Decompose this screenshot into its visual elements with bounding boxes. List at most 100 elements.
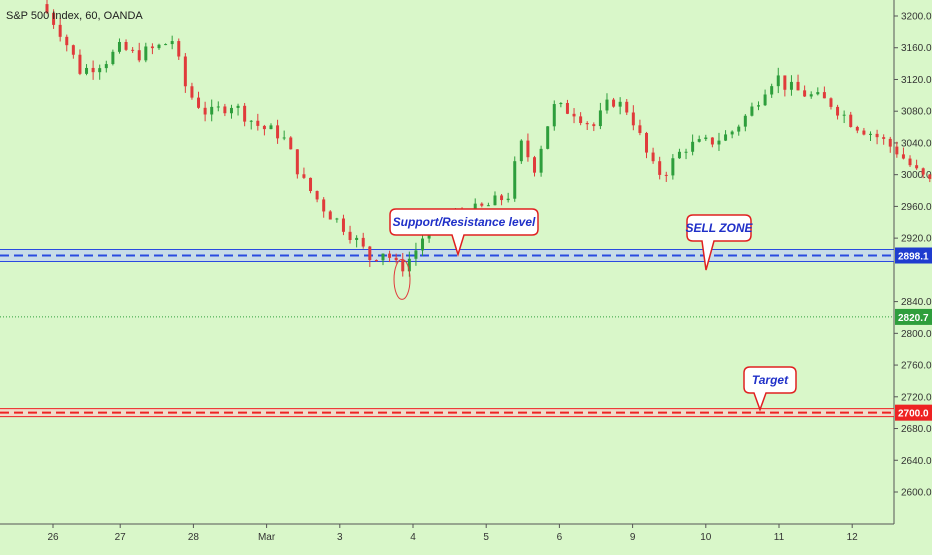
candle — [921, 168, 925, 175]
x-tick-label: 6 — [557, 532, 563, 543]
candle — [276, 125, 280, 139]
y-tick-label: 2920.0 — [901, 234, 932, 245]
y-tick-label: 3200.0 — [901, 12, 932, 23]
candle — [78, 54, 82, 74]
y-tick-label: 2800.0 — [901, 329, 932, 340]
candle — [289, 137, 293, 150]
candle — [157, 44, 161, 49]
candle — [203, 107, 207, 115]
candle — [684, 151, 688, 153]
candle — [348, 231, 352, 240]
candle — [796, 81, 800, 91]
candle — [295, 149, 299, 175]
y-tick-label: 2600.0 — [901, 488, 932, 499]
price-tag-support-bg — [895, 247, 932, 264]
y-tick-label: 3120.0 — [901, 75, 932, 86]
y-tick-label: 2960.0 — [901, 202, 932, 213]
candle — [137, 50, 141, 61]
candle — [546, 126, 550, 149]
target-band — [0, 408, 894, 417]
x-tick-label: 12 — [847, 532, 859, 543]
candle — [901, 154, 905, 159]
candle — [697, 139, 701, 142]
candle — [862, 130, 866, 135]
callout-sr-text: Support/Resistance level — [393, 215, 536, 229]
candle — [645, 132, 649, 153]
callout-target — [743, 366, 797, 412]
candle — [91, 67, 95, 73]
callout-sr — [389, 208, 539, 258]
candle — [414, 250, 418, 259]
callout-target-text: Target — [752, 373, 789, 387]
candle — [638, 125, 642, 133]
candle — [710, 137, 714, 145]
candle — [677, 151, 681, 159]
candle — [585, 123, 589, 125]
candle — [671, 158, 675, 176]
y-tick-label: 3160.0 — [901, 43, 932, 54]
candle — [302, 174, 306, 178]
candle — [842, 114, 846, 116]
candle — [480, 203, 484, 206]
candle — [401, 260, 405, 272]
candle — [170, 41, 174, 45]
candle — [71, 45, 75, 55]
candle — [539, 148, 543, 173]
candle — [783, 75, 787, 90]
price-tag-last: 2820.7 — [898, 313, 929, 324]
candle — [704, 137, 708, 140]
candle — [506, 198, 510, 201]
candle — [117, 41, 121, 52]
candle — [85, 67, 89, 74]
candle — [565, 102, 569, 114]
candle — [500, 195, 504, 201]
low-circle-marker — [393, 258, 411, 300]
candle — [58, 24, 62, 37]
candle — [98, 68, 102, 73]
candle — [104, 64, 108, 69]
candle — [269, 125, 273, 130]
x-tick-label: 11 — [774, 532, 785, 543]
callout-sell — [686, 214, 752, 271]
candle — [737, 126, 741, 132]
x-tick-label: 10 — [700, 532, 712, 543]
candle — [513, 161, 517, 199]
x-tick-label: 3 — [337, 532, 343, 543]
candle — [895, 146, 899, 155]
candle — [243, 105, 247, 122]
candle — [724, 134, 728, 141]
y-tick-label: 2680.0 — [901, 424, 932, 435]
candle — [559, 102, 563, 105]
candle — [111, 51, 115, 65]
candle — [625, 101, 629, 113]
candle — [223, 106, 227, 114]
y-tick-label: 2760.0 — [901, 361, 932, 372]
price-tag-target: 2700.0 — [898, 409, 929, 420]
price-tag-target-bg — [895, 404, 932, 421]
candle — [216, 106, 220, 108]
candle — [803, 90, 807, 97]
candle — [131, 49, 135, 51]
candle — [915, 165, 919, 169]
candle — [757, 105, 761, 107]
candle — [52, 12, 56, 25]
candle — [776, 75, 780, 87]
candle — [888, 138, 892, 147]
candle — [750, 106, 754, 116]
callout-sell-text: SELL ZONE — [685, 221, 753, 235]
candle — [598, 110, 602, 127]
candle — [605, 99, 609, 111]
candle — [262, 125, 266, 130]
candle — [763, 94, 767, 106]
x-tick-label: 9 — [630, 532, 636, 543]
candle — [829, 98, 833, 107]
candle — [394, 257, 398, 261]
y-tick-label: 2720.0 — [901, 392, 932, 403]
candle — [65, 36, 69, 46]
y-tick-label: 3000.0 — [901, 170, 932, 181]
candle — [730, 131, 734, 135]
candle — [526, 140, 530, 158]
candle — [124, 41, 128, 50]
candle — [335, 218, 339, 220]
